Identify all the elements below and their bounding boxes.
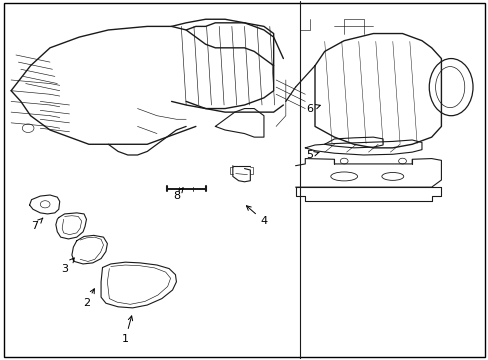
Text: 6: 6 [306, 104, 320, 113]
Text: 8: 8 [173, 188, 183, 201]
Text: 4: 4 [246, 206, 267, 226]
Text: 1: 1 [122, 316, 132, 344]
Text: 7: 7 [31, 218, 43, 231]
Text: 3: 3 [61, 258, 74, 274]
Text: 2: 2 [83, 289, 94, 308]
Text: 5: 5 [306, 150, 319, 160]
